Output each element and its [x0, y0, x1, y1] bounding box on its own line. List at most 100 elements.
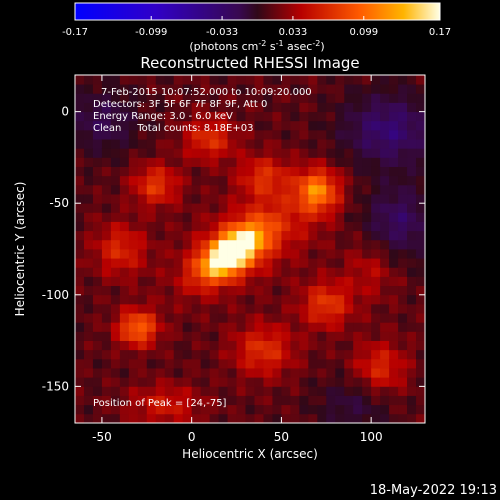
heatmap-cell	[101, 148, 112, 158]
heatmap-cell	[344, 139, 354, 149]
heatmap-cell	[110, 175, 121, 186]
heatmap-cell	[416, 294, 426, 305]
heatmap-cell	[362, 129, 372, 140]
heatmap-cell	[380, 111, 390, 122]
heatmap-cell	[209, 349, 219, 360]
heatmap-cell	[308, 221, 318, 232]
heatmap-cell	[290, 404, 300, 415]
heatmap-cell	[281, 331, 291, 341]
heatmap-cell	[416, 285, 426, 296]
heatmap-cell	[182, 139, 193, 149]
heatmap-cell	[290, 313, 300, 323]
heatmap-cell	[398, 395, 408, 406]
heatmap-cell	[353, 303, 363, 314]
heatmap-cell	[290, 230, 300, 241]
heatmap-cell	[326, 166, 336, 177]
heatmap-cell	[254, 267, 264, 277]
heatmap-cell	[155, 166, 166, 177]
heatmap-cell	[317, 249, 327, 259]
heatmap-cell	[119, 276, 130, 287]
heatmap-cell	[344, 75, 354, 85]
heatmap-cell	[200, 377, 211, 387]
heatmap-cell	[272, 358, 282, 369]
heatmap-cell	[245, 139, 255, 149]
heatmap-cell	[272, 175, 282, 186]
heatmap-cell	[362, 413, 372, 424]
heatmap-cell	[299, 258, 309, 268]
heatmap-cell	[236, 413, 246, 424]
heatmap-cell	[380, 203, 390, 213]
heatmap-cell	[110, 322, 121, 332]
heatmap-cell	[389, 102, 399, 113]
heatmap-cell	[209, 258, 219, 268]
heatmap-cell	[191, 175, 202, 186]
heatmap-cell	[236, 75, 246, 85]
heatmap-cell	[290, 175, 300, 186]
heatmap-cell	[83, 111, 94, 122]
heatmap-cell	[200, 120, 211, 131]
heatmap-cell	[335, 349, 345, 360]
heatmap-cell	[75, 322, 85, 332]
heatmap-cell	[371, 212, 381, 222]
heatmap-cell	[110, 294, 121, 305]
heatmap-cell	[218, 184, 228, 195]
heatmap-cell	[191, 267, 202, 277]
heatmap-cell	[335, 340, 345, 351]
heatmap-cell	[137, 258, 148, 268]
heatmap-cell	[83, 148, 94, 158]
heatmap-cell	[128, 368, 139, 378]
heatmap-cell	[92, 340, 103, 351]
heatmap-cell	[236, 102, 246, 113]
heatmap-cell	[101, 84, 112, 94]
heatmap-cell	[380, 413, 390, 424]
heatmap-cell	[416, 313, 426, 323]
heatmap-cell	[281, 340, 291, 351]
heatmap-cell	[209, 75, 219, 85]
heatmap-cell	[371, 194, 381, 204]
heatmap-cell	[416, 120, 426, 131]
heatmap-cell	[290, 166, 300, 177]
heatmap-cell	[362, 93, 372, 103]
heatmap-cell	[416, 139, 426, 149]
heatmap-cell	[407, 386, 417, 396]
heatmap-cell	[137, 322, 148, 332]
heatmap-cell	[263, 331, 273, 341]
heatmap-cell	[191, 368, 202, 378]
heatmap-cell	[290, 75, 300, 85]
heatmap-cell	[227, 368, 237, 378]
heatmap-cell	[389, 212, 399, 222]
heatmap-cell	[137, 395, 148, 406]
heatmap-cell	[191, 276, 202, 287]
heatmap-cell	[335, 358, 345, 369]
heatmap-cell	[353, 258, 363, 268]
heatmap-cell	[245, 395, 255, 406]
heatmap-cell	[101, 322, 112, 332]
heatmap-cell	[146, 331, 157, 341]
heatmap-cell	[227, 139, 237, 149]
heatmap-cell	[263, 230, 273, 241]
heatmap-cell	[407, 203, 417, 213]
heatmap-cell	[416, 184, 426, 195]
heatmap-cell	[128, 194, 139, 204]
heatmap-cell	[200, 313, 211, 323]
heatmap-cell	[146, 129, 157, 140]
heatmap-cell	[110, 102, 121, 113]
heatmap-cell	[182, 111, 193, 122]
heatmap-cell	[218, 377, 228, 387]
heatmap-cell	[344, 184, 354, 195]
heatmap-cell	[308, 239, 318, 250]
heatmap-cell	[263, 358, 273, 369]
heatmap-cell	[155, 194, 166, 204]
heatmap-cell	[308, 303, 318, 314]
heatmap-cell	[326, 221, 336, 232]
heatmap-cell	[110, 111, 121, 122]
x-tick-label: 50	[274, 430, 289, 444]
heatmap-cell	[416, 75, 426, 85]
heatmap-cell	[227, 102, 237, 113]
heatmap-cell	[344, 194, 354, 204]
heatmap-cell	[263, 75, 273, 85]
heatmap-cell	[326, 377, 336, 387]
heatmap-cell	[317, 258, 327, 268]
heatmap-cell	[362, 285, 372, 296]
heatmap-cell	[75, 175, 85, 186]
